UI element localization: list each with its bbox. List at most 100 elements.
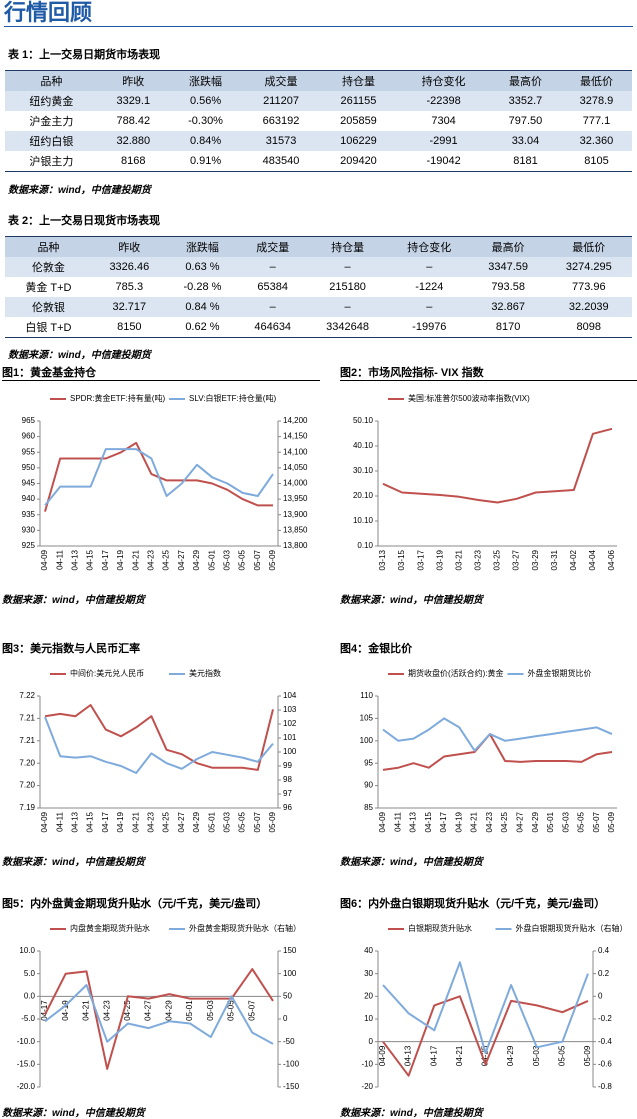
table-cell: 211207 xyxy=(242,91,320,111)
table-cell: – xyxy=(238,297,308,317)
y2-tick-label: -0.8 xyxy=(598,1082,612,1091)
table-cell: 32.360 xyxy=(560,131,632,151)
table-cell: 32.717 xyxy=(91,297,167,317)
x-tick-label: 03-21 xyxy=(454,549,463,570)
legend-label: 外盘黄金期现货升贴水（右轴） xyxy=(189,923,301,933)
x-tick-label: 04-19 xyxy=(116,549,125,570)
page-title: 行情回顾 xyxy=(4,0,633,27)
x-tick-label: 05-07 xyxy=(253,811,262,832)
table-cell: 3278.9 xyxy=(560,91,632,111)
table-cell: 8105 xyxy=(584,155,609,167)
table-cell: -2991 xyxy=(397,131,490,151)
x-tick-label: 05-03 xyxy=(223,811,232,832)
x-tick-label: 04-19 xyxy=(61,1000,70,1021)
x-tick-label: 04-15 xyxy=(424,811,433,832)
x-tick-label: 04-09 xyxy=(40,549,49,570)
y2-tick-label: 100 xyxy=(283,969,297,978)
table-cell: – xyxy=(387,297,471,317)
y2-tick-label: 98 xyxy=(283,775,292,784)
y2-tick-label: -150 xyxy=(283,1082,300,1091)
y-tick-label: 945 xyxy=(22,479,36,488)
x-tick-label: 05-05 xyxy=(227,1000,236,1021)
table-cell: 0.56% xyxy=(168,91,243,111)
y-tick-label: 40 xyxy=(364,946,373,955)
table-cell: 3329.1 xyxy=(97,91,169,111)
x-tick-label: 04-21 xyxy=(470,811,479,832)
chart-source: 数据来源：wind，中信建投期货 xyxy=(340,595,483,606)
legend-label: 内盘黄金期现货升贴水 xyxy=(70,923,150,933)
table-cell: 3352.7 xyxy=(489,91,561,111)
x-tick-label: 04-21 xyxy=(131,811,140,832)
y-tick-label: 960 xyxy=(22,432,36,441)
chart: -20 -10 0 10 20 30 40 -0.8 -0.6 -0.4 -0.2 0 0.2 0.4 04… xyxy=(361,923,627,1091)
x-tick-label: 04-25 xyxy=(162,811,171,832)
y-tick-label: 40.10 xyxy=(353,441,374,450)
x-tick-label: 05-05 xyxy=(557,1045,566,1066)
header-cell: 涨跌幅 xyxy=(166,236,239,257)
chart: 0.10 10.10 20.10 30.10 40.10 50.10 03-13 03-15 0… xyxy=(353,393,617,570)
series-line xyxy=(382,733,613,771)
table-row: 沪金主力 788.42 -0.30% 663192 205859 7304 797.50 77… xyxy=(5,111,632,131)
x-tick-label: 05-07 xyxy=(592,811,601,832)
chart-title: 图1：黄金基金持仓 xyxy=(2,364,320,381)
chart-source: 数据来源：wind，中信建投期货 xyxy=(2,857,145,868)
chart-title: 图5：内外盘黄金期现货升贴水（元/千克，美元/盎司） xyxy=(2,898,268,910)
chart: 925 930 935 940 945 950 955 960 965 13,800 13,850 1… xyxy=(22,393,308,570)
x-tick-label: 04-17 xyxy=(101,549,110,570)
y2-tick-label: 14,150 xyxy=(283,432,308,441)
header-cell: 最低价 xyxy=(560,70,632,91)
chart-title: 图3：美元指数与人民币汇率 xyxy=(2,643,141,655)
y2-tick-label: -50 xyxy=(283,1037,295,1046)
table-row: 纽约白银 32.880 0.84% 31573 106229 -2991 33.04 32.3… xyxy=(5,131,632,151)
table-cell: 黄金 T+D xyxy=(25,282,72,294)
x-tick-label: 03-25 xyxy=(493,549,502,570)
x-tick-label: 04-23 xyxy=(147,811,156,832)
table-source: 数据来源：wind，中信建投期货 xyxy=(8,350,151,361)
y-tick-label: -15.0 xyxy=(17,1059,36,1068)
header-cell: 最高价 xyxy=(470,236,546,257)
chart-source: 数据来源：wind，中信建投期货 xyxy=(2,595,145,606)
x-tick-label: 05-09 xyxy=(607,811,616,832)
chart-source: 数据来源：wind，中信建投期货 xyxy=(2,1108,145,1119)
chart-title: 图2：市场风险指标- VIX 指数 xyxy=(340,364,637,381)
y-tick-label: 5.0 xyxy=(24,969,36,978)
x-tick-label: 03-31 xyxy=(550,549,559,570)
table-cell: 32.867 xyxy=(470,297,546,317)
x-tick-label: 04-11 xyxy=(55,811,64,831)
header-row: 品种 昨收 涨跌幅 成交量 持仓量 持仓变化 最高价 最低价 xyxy=(5,236,632,257)
y2-tick-label: 101 xyxy=(283,733,297,742)
header-cell: 品种 xyxy=(5,70,98,91)
y-tick-label: 0.10 xyxy=(357,541,373,550)
table-cell: 白银 T+D xyxy=(25,322,72,334)
table-row: 黄金 T+D 785.3 -0.28 % 65384 215180 -1224 793.58… xyxy=(5,277,632,297)
x-tick-label: 04-13 xyxy=(71,549,80,570)
series-line xyxy=(382,717,613,752)
y-tick-label: 100 xyxy=(360,736,374,745)
legend-label: 期货收盘价(活跃合约):黄金 xyxy=(408,668,504,678)
y-tick-label: -20 xyxy=(361,1082,373,1091)
x-tick-label: 04-29 xyxy=(164,1000,173,1021)
table-wrap: 品种 昨收 涨跌幅 成交量 持仓量 持仓变化 最高价 最低价 伦敦金 3326.46 0.63 % –… xyxy=(5,236,632,338)
table-row: 伦敦银 32.717 0.84 % – – –32.867 32.2039 xyxy=(5,297,632,317)
table: 品种 昨收 涨跌幅 成交量 持仓量 持仓变化 最高价 最低价 纽约黄金 3329.1 0.56% 21… xyxy=(5,70,632,172)
y-tick-label: -10 xyxy=(361,1059,373,1068)
header-cell: 持仓变化 xyxy=(397,70,490,91)
y-tick-label: -5.0 xyxy=(21,1014,35,1023)
table-cell: 785.3 xyxy=(115,281,144,293)
chart-block: 图2：市场风险指标- VIX 指数 0.10 10.10 20.10 30.10 40.… xyxy=(340,364,637,606)
series-line xyxy=(44,716,274,774)
y-tick-label: 955 xyxy=(22,447,36,456)
x-tick-label: 04-21 xyxy=(131,549,140,570)
table-cell: 0.84 % xyxy=(166,297,239,317)
y2-tick-label: 150 xyxy=(283,946,297,955)
y2-tick-label: 50 xyxy=(283,991,292,1000)
x-tick-label: 04-21 xyxy=(455,1045,464,1066)
x-tick-label: 04-27 xyxy=(516,811,525,832)
table-row: 沪银主力 8168 0.91% 483540 209420 -19042 8181 8105 xyxy=(5,151,632,172)
x-tick-label: 04-29 xyxy=(192,811,201,832)
y-tick-label: 90 xyxy=(364,781,373,790)
table-cell: 663192 xyxy=(262,115,300,127)
x-tick-label: 04-15 xyxy=(86,549,95,570)
x-tick-label: 04-27 xyxy=(177,811,186,832)
table-cell: 沪银主力 xyxy=(29,156,74,168)
